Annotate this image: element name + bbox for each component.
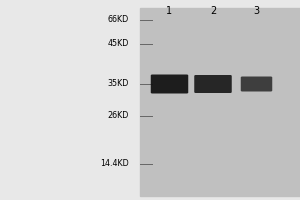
Text: 26KD: 26KD (108, 111, 129, 120)
Text: 3: 3 (254, 6, 260, 16)
Text: 14.4KD: 14.4KD (100, 160, 129, 168)
FancyBboxPatch shape (151, 74, 188, 93)
FancyBboxPatch shape (241, 76, 272, 91)
Text: 45KD: 45KD (108, 40, 129, 48)
Text: 66KD: 66KD (108, 16, 129, 24)
Text: 1: 1 (167, 6, 172, 16)
Text: 2: 2 (210, 6, 216, 16)
Bar (140, 8, 300, 196)
FancyBboxPatch shape (194, 75, 232, 93)
Text: 35KD: 35KD (108, 79, 129, 88)
